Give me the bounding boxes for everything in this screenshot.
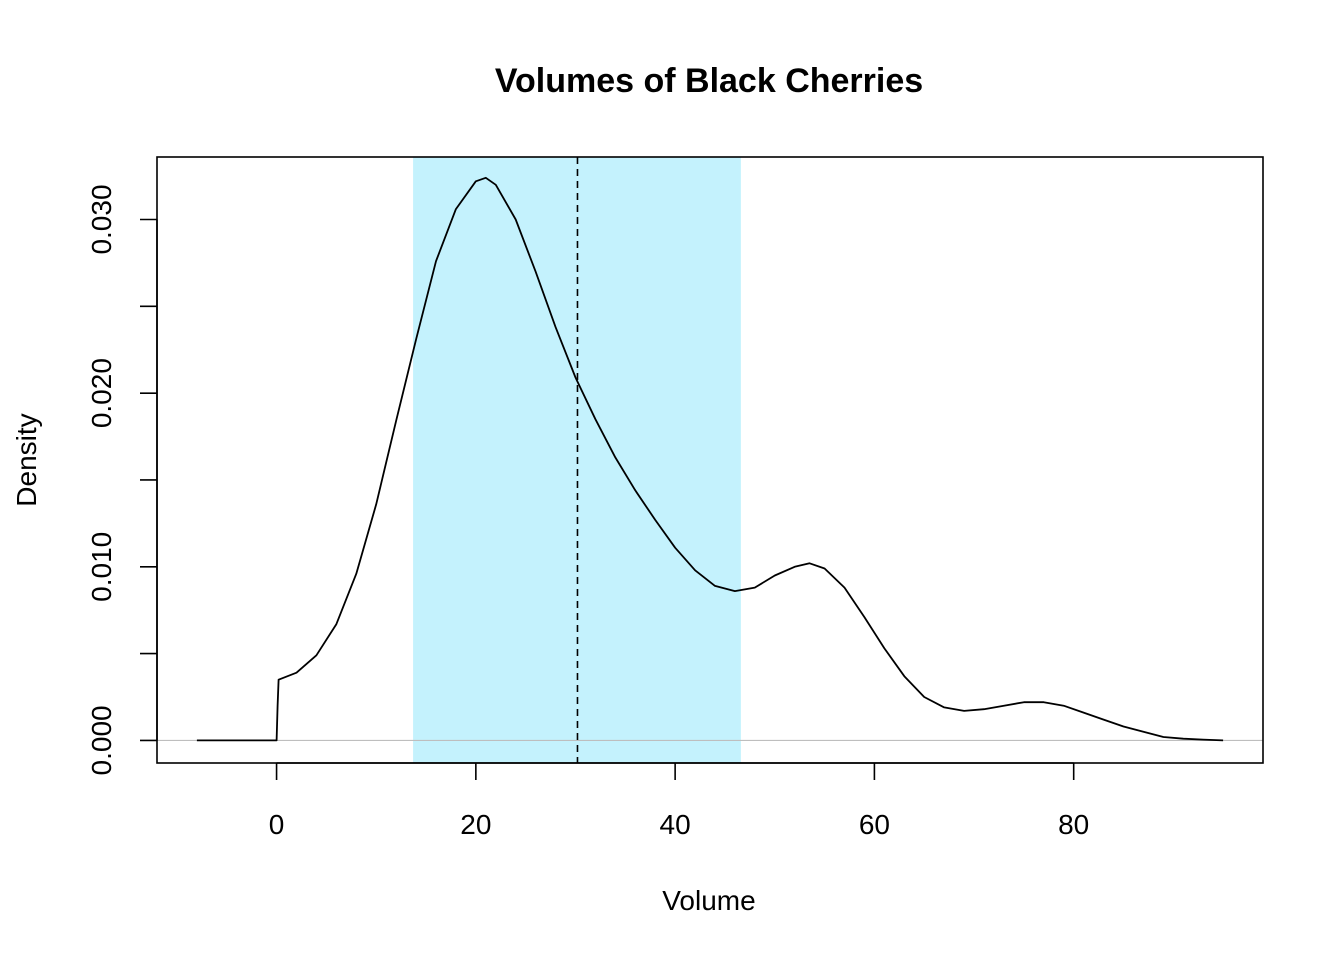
y-tick-label: 0.020: [86, 358, 117, 428]
y-tick-label: 0.030: [86, 184, 117, 254]
plot-area: [157, 157, 1263, 763]
x-tick-label: 80: [1058, 809, 1089, 840]
x-axis: 0 20 40 60 80: [269, 762, 1089, 840]
y-axis: 0.000 0.010 0.020 0.030: [86, 184, 158, 775]
density-curve: [196, 176, 1224, 742]
x-axis-label: Volume: [662, 885, 755, 916]
x-tick-label: 60: [859, 809, 890, 840]
y-tick-label: 0.010: [86, 532, 117, 602]
x-tick-label: 40: [660, 809, 691, 840]
y-tick-label: 0.000: [86, 705, 117, 775]
x-tick-label: 0: [269, 809, 285, 840]
y-axis-label: Density: [11, 413, 42, 506]
x-tick-label: 20: [460, 809, 491, 840]
chart-title: Volumes of Black Cherries: [495, 62, 923, 100]
